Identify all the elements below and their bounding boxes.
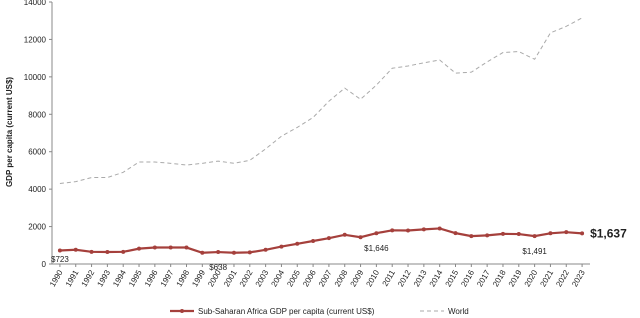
x-tick-label: 2011	[381, 268, 398, 288]
data-point	[57, 248, 62, 253]
x-tick-label: 2019	[507, 268, 524, 288]
x-tick-label: 2016	[459, 268, 476, 288]
x-tick-label: 2005	[285, 268, 302, 288]
value-label: $1,637	[590, 226, 627, 240]
x-tick-label: 2015	[444, 268, 461, 288]
legend-marker	[180, 309, 184, 313]
value-label: $638	[209, 263, 227, 272]
data-point	[231, 250, 236, 255]
x-tick-label: 2003	[254, 268, 271, 288]
data-point	[453, 231, 458, 236]
y-tick-label: 2000	[28, 223, 46, 232]
data-point	[89, 249, 94, 254]
x-tick-label: 2013	[412, 268, 429, 288]
y-tick-label: 8000	[28, 110, 46, 119]
y-tick-label: 0	[42, 260, 47, 269]
data-point	[390, 228, 395, 233]
x-tick-label: 2008	[333, 268, 350, 288]
data-point	[374, 231, 379, 236]
x-tick-label: 1998	[175, 268, 192, 288]
x-tick-label: 2018	[491, 268, 508, 288]
data-point	[516, 232, 521, 237]
series-line	[59, 17, 583, 185]
data-point	[168, 245, 173, 250]
data-point	[406, 228, 411, 233]
x-tick-label: 1999	[190, 268, 207, 288]
x-tick-label: 2021	[538, 268, 555, 288]
x-tick-label: 2023	[570, 268, 587, 288]
x-tick-label: 2007	[317, 268, 334, 288]
data-point	[216, 250, 221, 255]
data-point	[564, 230, 569, 235]
data-point	[263, 247, 268, 252]
data-point	[247, 250, 252, 255]
series-line	[59, 227, 583, 254]
x-tick-label: 2022	[554, 268, 571, 288]
x-tick-label: 2017	[475, 268, 492, 288]
y-axis-label: GDP per capita (current US$)	[5, 77, 14, 187]
x-tick-label: 2010	[364, 268, 381, 288]
y-tick-label: 14000	[24, 0, 47, 7]
data-point	[105, 250, 110, 255]
x-tick-label: 1996	[143, 268, 160, 288]
data-point	[548, 231, 553, 236]
x-tick-label: 2006	[301, 268, 318, 288]
x-tick-label: 1993	[95, 268, 112, 288]
data-point	[121, 249, 126, 254]
value-label: $723	[51, 255, 69, 264]
y-tick-label: 4000	[28, 185, 46, 194]
x-tick-label: 2009	[349, 268, 366, 288]
data-point	[532, 234, 537, 239]
legend-label: World	[448, 307, 469, 316]
x-tick-label: 1990	[48, 268, 65, 288]
value-label: $1,491	[522, 247, 547, 256]
x-tick-label: 2002	[238, 268, 255, 288]
data-point	[295, 241, 300, 246]
y-tick-label: 6000	[28, 148, 46, 157]
data-point	[326, 236, 331, 241]
data-point	[184, 245, 189, 250]
data-point	[580, 231, 585, 236]
x-tick-label: 1995	[127, 268, 144, 288]
data-point	[279, 244, 284, 249]
y-tick-label: 10000	[24, 73, 47, 82]
x-tick-label: 1992	[80, 268, 97, 288]
x-tick-label: 2004	[269, 268, 286, 288]
data-point	[469, 234, 474, 239]
data-point	[137, 246, 142, 251]
data-point	[342, 232, 347, 237]
data-point	[200, 250, 205, 255]
data-point	[311, 238, 316, 243]
y-tick-label: 12000	[24, 35, 47, 44]
data-point	[485, 233, 490, 238]
data-point	[152, 245, 157, 250]
value-label: $1,646	[364, 244, 389, 253]
data-point	[437, 226, 442, 231]
x-tick-label: 1991	[64, 268, 81, 288]
x-tick-label: 1997	[159, 268, 176, 288]
x-tick-label: 2014	[428, 268, 445, 288]
x-tick-label: 2012	[396, 268, 413, 288]
data-point	[500, 231, 505, 236]
data-point	[73, 247, 78, 252]
x-tick-label: 2020	[523, 268, 540, 288]
data-point	[421, 227, 426, 232]
data-point	[358, 235, 363, 240]
x-tick-label: 1994	[111, 268, 128, 288]
legend-label: Sub-Saharan Africa GDP per capita (curre…	[198, 307, 375, 316]
